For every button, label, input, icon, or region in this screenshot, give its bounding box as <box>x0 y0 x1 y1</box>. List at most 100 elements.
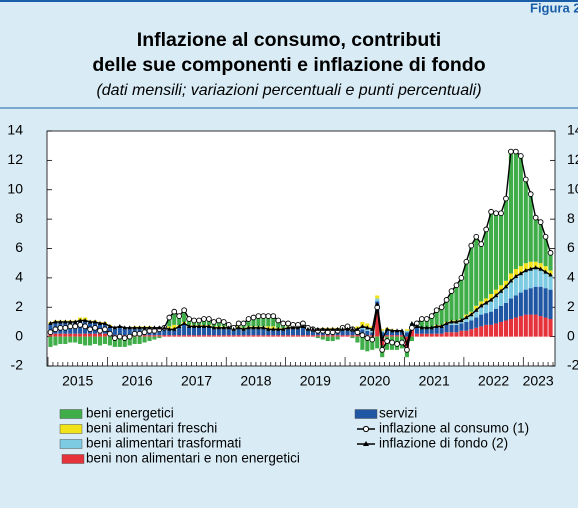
bar-segment <box>474 236 479 306</box>
line-marker <box>62 324 69 331</box>
bar-segment <box>548 289 553 319</box>
y2-tick-label: 12 <box>567 151 578 167</box>
bar-segment <box>513 269 518 277</box>
line-marker <box>240 320 247 327</box>
bar-segment <box>246 329 251 336</box>
bar-segment <box>201 327 207 336</box>
legend-marker <box>362 425 370 433</box>
bar-segment <box>167 335 172 337</box>
bar-segment <box>538 286 543 317</box>
bar-segment <box>498 291 504 306</box>
legend-swatch <box>59 409 83 419</box>
y-tick-label: 2 <box>15 298 23 314</box>
bar-segment <box>404 330 410 333</box>
bar-segment <box>305 330 311 336</box>
bar-segment <box>518 155 523 267</box>
bar-segment <box>513 295 518 318</box>
line-marker <box>111 335 118 341</box>
bar-segment <box>493 213 499 290</box>
line-marker <box>47 329 54 336</box>
bar-segment <box>157 336 162 339</box>
bar-segment <box>63 336 68 344</box>
y2-tick-label: 2 <box>567 298 575 314</box>
bar-segment <box>310 330 315 336</box>
line-marker <box>384 338 390 344</box>
bar-segment <box>533 286 538 315</box>
bar-segment <box>484 313 489 325</box>
line-marker <box>226 325 231 330</box>
line-marker <box>345 326 350 331</box>
bar-segment <box>271 335 276 337</box>
bar-segment <box>439 333 444 337</box>
line-marker <box>177 323 182 328</box>
legend-swatch <box>59 439 83 449</box>
line-marker <box>52 326 59 333</box>
bar-segment <box>68 336 73 343</box>
bar-segment <box>538 269 543 287</box>
bar-segment <box>276 320 281 328</box>
bar-segment <box>429 316 434 328</box>
bar-segment <box>102 333 108 337</box>
line-marker <box>201 323 207 328</box>
line-marker <box>517 153 524 159</box>
bar-segment <box>375 336 380 349</box>
legend-swatch <box>354 409 378 419</box>
bar-segment <box>508 280 513 299</box>
bar-segment <box>444 332 449 337</box>
line-marker <box>280 326 286 331</box>
legend-label: beni non alimentari e non energetici <box>86 451 300 466</box>
bar-segment <box>409 336 414 342</box>
bar-segment <box>429 329 434 334</box>
x-tick-label: 2021 <box>419 373 450 389</box>
bar-segment <box>479 244 484 302</box>
bar-segment <box>528 288 533 315</box>
bar-segment <box>489 294 494 300</box>
line-marker <box>459 318 464 323</box>
bar-segment <box>404 349 410 358</box>
line-marker <box>404 346 410 353</box>
bar-segment <box>523 314 528 337</box>
line-marker <box>216 325 222 330</box>
line-marker <box>444 321 449 326</box>
line-marker <box>548 272 553 277</box>
bar-segment <box>117 327 122 336</box>
bar-segment <box>73 336 78 343</box>
line-marker <box>57 324 64 331</box>
bar-segment <box>251 317 256 327</box>
line-marker <box>474 307 479 312</box>
bar-segment <box>528 314 533 337</box>
line-marker <box>394 341 400 347</box>
bar-segment <box>390 335 395 337</box>
line-marker <box>121 335 128 341</box>
line-marker <box>206 323 212 328</box>
line-marker <box>295 325 301 330</box>
bar-segment <box>78 321 83 334</box>
line-marker <box>132 325 137 330</box>
line-marker <box>102 326 108 333</box>
line-marker <box>211 319 217 325</box>
bar-segment <box>241 330 246 336</box>
line-marker <box>102 321 108 326</box>
line-marker <box>364 335 371 341</box>
bar-segment <box>533 261 538 268</box>
legend-label: beni alimentari trasformati <box>86 436 241 451</box>
bar-segment <box>449 291 454 321</box>
bar-segment <box>53 336 58 346</box>
bar-segment <box>474 310 479 318</box>
line-marker <box>171 308 178 315</box>
bar-segment <box>172 330 177 336</box>
bar-segment <box>538 316 543 337</box>
bar-segment <box>533 314 538 337</box>
bar-segment <box>355 335 360 337</box>
line-marker <box>464 315 469 320</box>
bar-segment <box>157 329 162 336</box>
bar-segment <box>479 326 484 337</box>
line-marker <box>97 327 103 334</box>
line-marker <box>92 324 98 331</box>
bar-segment <box>419 319 424 328</box>
bar-segment <box>484 324 489 337</box>
bar-segment <box>221 335 226 337</box>
bar-segment <box>206 327 211 336</box>
bar-segment <box>97 333 103 337</box>
line-marker <box>73 319 78 324</box>
